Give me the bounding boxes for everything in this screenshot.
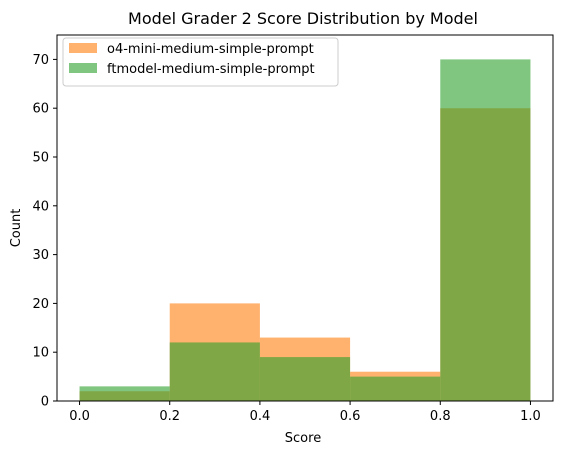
y-tick-label: 10 [32, 346, 49, 361]
chart-title: Model Grader 2 Score Distribution by Mod… [128, 9, 478, 28]
bar-series-2-bin-3 [259, 357, 351, 401]
legend-swatch-1 [69, 43, 97, 53]
y-tick-label: 0 [41, 395, 49, 410]
legend-label-1: o4-mini-medium-simple-prompt [107, 42, 314, 57]
bars [79, 59, 531, 402]
y-tick-label: 20 [32, 297, 49, 312]
y-tick-label: 60 [32, 102, 49, 117]
legend-box [62, 37, 339, 87]
bar-series-2-bin-5 [440, 59, 531, 402]
legend-swatch-2 [69, 63, 97, 73]
legend: o4-mini-medium-simple-prompt ftmodel-medi… [62, 37, 339, 87]
bar-series-2-bin-2 [169, 342, 260, 401]
y-axis-label: Count [9, 209, 24, 248]
x-tick-label: 1.0 [520, 409, 541, 424]
x-tick-label: 0.4 [250, 409, 271, 424]
y-tick-label: 70 [32, 53, 49, 68]
legend-label-2: ftmodel-medium-simple-prompt [107, 62, 315, 77]
x-axis-label: Score [285, 431, 321, 446]
x-tick-label: 0.2 [159, 409, 180, 424]
x-tick-label: 0.0 [69, 409, 90, 424]
x-tick-label: 0.6 [340, 409, 361, 424]
ticks: 0.0 0.2 0.4 0.6 0.8 1.0 0 10 20 30 40 50 60 70 [32, 53, 540, 424]
x-tick-label: 0.8 [430, 409, 451, 424]
plot-frame [56, 34, 554, 402]
bar-series-2-bin-4 [350, 376, 441, 401]
y-tick-label: 30 [32, 248, 49, 263]
bar-series-2-bin-1 [79, 386, 170, 401]
axes [56, 34, 554, 402]
y-tick-label: 50 [32, 151, 49, 166]
y-tick-label: 40 [32, 199, 49, 214]
